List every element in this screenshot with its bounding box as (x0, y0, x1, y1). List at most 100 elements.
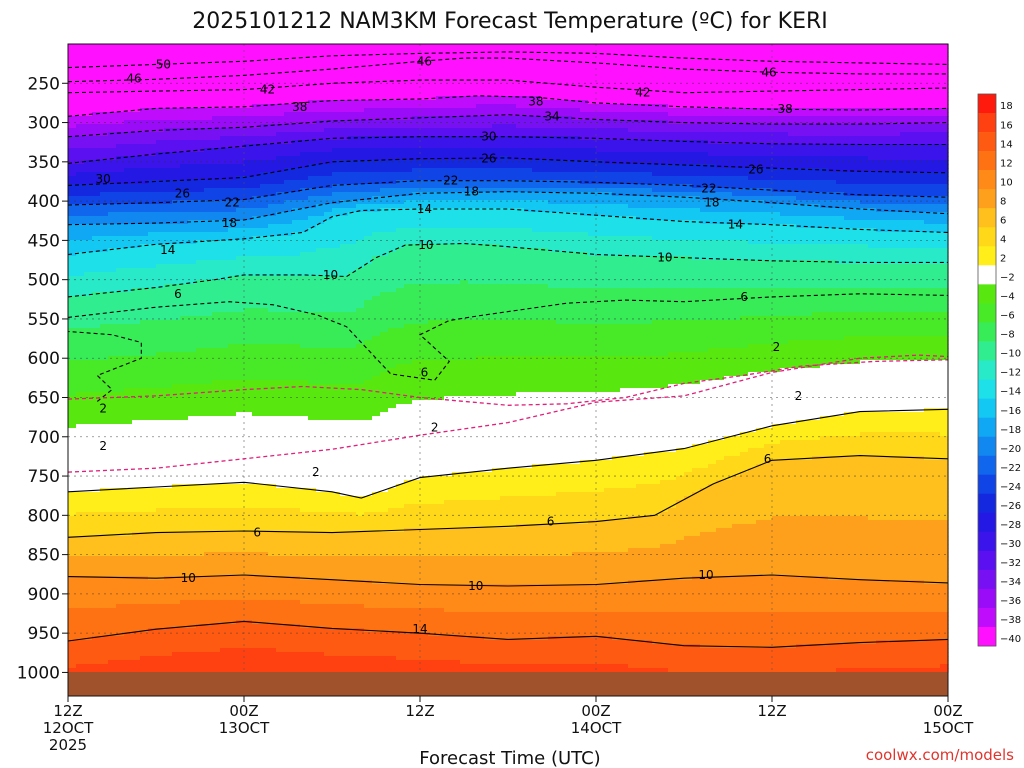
isotherm-minus26-line (67, 157, 949, 186)
colorbar-swatch (978, 132, 996, 152)
colorbar-swatch (978, 341, 996, 361)
isotherm-label: 14 (417, 202, 432, 216)
isotherm-minus46-line (67, 57, 948, 83)
colorbar-tick-label: −4 (1000, 292, 1015, 303)
time-tick-label: 14OCT (571, 719, 622, 737)
colorbar-tick-label: −28 (1000, 520, 1021, 531)
isotherm-label: 2 (99, 401, 107, 415)
colorbar-swatch (978, 189, 996, 209)
pressure-tick-label: 850 (28, 546, 60, 566)
isotherm-label: 6 (764, 452, 772, 466)
pressure-tick-label: 400 (28, 192, 60, 212)
colorbar-tick-label: −22 (1000, 463, 1021, 474)
pressure-tick-label: 1000 (17, 663, 60, 683)
isotherm-label: 18 (464, 185, 479, 199)
isotherm-label: 26 (481, 152, 496, 166)
isotherm-label: 6 (421, 365, 429, 379)
pressure-tick-label: 500 (28, 271, 60, 291)
colorbar-tick-label: −34 (1000, 577, 1021, 588)
colorbar: 18 16 14 12 10 8 6 4 2 −2 −4 −6 −8 −10 −12 −14 −16 −18 −20… (977, 93, 1021, 647)
pressure-tick-label: 300 (28, 114, 60, 134)
time-tick-label: 2025 (49, 736, 87, 754)
isotherm-label: 6 (740, 290, 748, 304)
colorbar-tick-label: 18 (1000, 101, 1013, 112)
x-axis-label: Forecast Time (UTC) (419, 748, 600, 768)
colorbar-tick-label: −40 (1000, 634, 1021, 645)
colorbar-tick-label: −18 (1000, 425, 1021, 436)
pressure-tick-label: 950 (28, 624, 60, 644)
colorbar-tick-label: −30 (1000, 539, 1021, 550)
colorbar-tick-label: 2 (1000, 254, 1006, 265)
colorbar-tick-label: −14 (1000, 387, 1021, 398)
isotherm-2-line (67, 408, 949, 499)
pressure-tick-label: 800 (28, 506, 60, 526)
isotherm-label: 18 (222, 216, 237, 230)
time-tick-label: 00Z (229, 702, 258, 720)
colorbar-swatch (978, 626, 996, 647)
isotherm-label: 10 (698, 568, 713, 582)
isotherm-label: 14 (160, 243, 175, 257)
isotherm-label: 14 (728, 218, 743, 232)
colorbar-swatch (978, 398, 996, 418)
colorbar-tick-label: −20 (1000, 444, 1021, 455)
isotherm-minus10-line (67, 242, 948, 298)
time-tick-label: 13OCT (219, 719, 270, 737)
isotherm-minus2-line (67, 330, 142, 402)
isotherm-label: 38 (778, 102, 793, 116)
colorbar-tick-label: −8 (1000, 330, 1015, 341)
isotherm-label: 38 (528, 94, 543, 108)
chart-title: 2025101212 NAM3KM Forecast Temperature (… (192, 9, 828, 34)
isotherm-label: 34 (544, 109, 559, 123)
colorbar-tick-label: −26 (1000, 501, 1021, 512)
isotherm-label: 26 (748, 163, 763, 177)
colorbar-tick-label: −6 (1000, 311, 1015, 322)
pressure-tick-label: 650 (28, 388, 60, 408)
time-tick-label: 15OCT (923, 719, 974, 737)
isotherm-label: 30 (96, 172, 111, 186)
pressure-tick-label: 450 (28, 231, 60, 251)
time-tick-label: 00Z (581, 702, 610, 720)
colorbar-tick-label: −32 (1000, 558, 1021, 569)
isotherm-label: 42 (635, 86, 650, 100)
isotherm-minus30-line (67, 136, 948, 164)
colorbar-tick-label: −16 (1000, 406, 1021, 417)
isotherm-label: 18 (704, 196, 719, 210)
isotherm-minus14-line (67, 208, 949, 256)
isotherm-label: 6 (174, 287, 182, 301)
pressure-tick-label: 900 (28, 585, 60, 605)
pressure-tick-label: 700 (28, 428, 60, 448)
colorbar-tick-label: −24 (1000, 482, 1021, 493)
colorbar-tick-label: −2 (1000, 273, 1015, 284)
isotherm-label: 2 (312, 465, 320, 479)
isotherm-label: 38 (292, 100, 307, 114)
isotherm-label: 2 (773, 340, 781, 354)
colorbar-tick-label: −10 (1000, 349, 1021, 360)
colorbar-swatch (978, 607, 996, 628)
time-tick-label: 12OCT (43, 719, 94, 737)
isotherm-6-line (67, 455, 949, 538)
plot-frame (67, 43, 949, 697)
colorbar-swatch (978, 474, 996, 495)
colorbar-swatch (978, 531, 996, 552)
isotherm-label: 50 (156, 57, 171, 71)
colorbar-tick-label: 16 (1000, 120, 1013, 131)
isotherm-label: 22 (225, 196, 240, 210)
colorbar-swatch (978, 569, 996, 590)
colorbar-swatch (978, 94, 996, 114)
isotherm-label: 2 (99, 439, 107, 453)
isotherm-label: 46 (417, 54, 432, 68)
isotherm-label: 2 (795, 389, 803, 403)
colorbar-tick-label: 12 (1000, 158, 1013, 169)
pressure-axis: 250 300 350 400 450 500 550 600 650 700 750 800 850 9… (17, 74, 68, 683)
isotherm-label: 46 (761, 65, 776, 79)
colorbar-tick-label: −12 (1000, 368, 1021, 379)
pressure-tick-label: 750 (28, 467, 60, 487)
isotherm-label: 10 (323, 268, 338, 282)
colorbar-swatch (978, 208, 996, 228)
colorbar-swatch (978, 303, 996, 323)
isotherm-label: 10 (418, 238, 433, 252)
time-tick-label: 12Z (405, 702, 434, 720)
isotherm-label: 22 (701, 182, 716, 196)
colorbar-swatch (978, 265, 996, 285)
